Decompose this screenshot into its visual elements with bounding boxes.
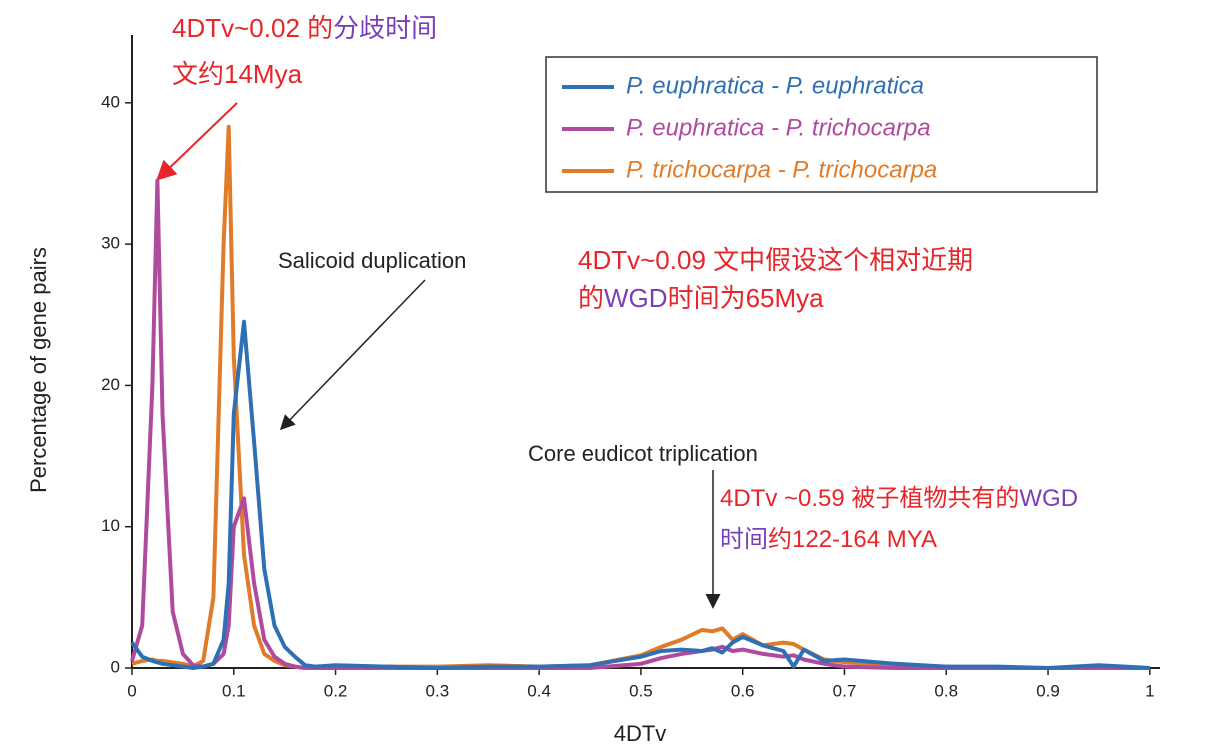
data-line — [130, 319, 1150, 670]
annotation: 时间约122-164 MYA — [720, 526, 937, 553]
x-tick-label: 0.6 — [731, 681, 755, 700]
x-tick-label: 0 — [127, 681, 136, 700]
data-line — [131, 124, 1150, 670]
legend-box — [545, 56, 1098, 193]
legend-label: P. euphratica - P. euphratica — [626, 72, 924, 99]
annotation-part: Salicoid duplication — [278, 248, 466, 273]
annotation-part: 分歧时间 — [333, 13, 437, 43]
annotation-part: 的 — [578, 283, 604, 313]
annotation-arrow — [279, 279, 426, 431]
annotation-part: 时间为65Mya — [668, 283, 825, 313]
y-tick-label: 30 — [101, 234, 120, 253]
y-tick-label: 0 — [111, 657, 120, 676]
annotation: 4DTv~0.02 的分歧时间 — [172, 13, 437, 43]
x-tick-label: 0.4 — [527, 681, 551, 700]
annotation-part: 时间 — [720, 526, 768, 553]
x-tick-label: 0.8 — [934, 681, 958, 700]
annotation-part: Core eudicot triplication — [528, 441, 758, 466]
x-tick-label: 0.9 — [1036, 681, 1060, 700]
annotation-part: WGD — [1019, 485, 1078, 512]
x-tick-label: 0.3 — [426, 681, 450, 700]
annotation-part: 4DTv~0.09 文中假设这个相对近期 — [578, 245, 973, 275]
x-tick-label: 0.7 — [833, 681, 857, 700]
annotation: 文约14Mya — [172, 59, 303, 89]
x-tick-label: 1 — [1145, 681, 1154, 700]
annotation: Salicoid duplication — [278, 248, 466, 273]
y-tick-label: 40 — [101, 92, 120, 111]
x-axis-label: 4DTv — [614, 721, 667, 746]
legend-label: P. euphratica - P. trichocarpa — [626, 114, 931, 141]
legend-label: P. trichocarpa - P. trichocarpa — [626, 156, 937, 183]
x-tick-label: 0.2 — [324, 681, 348, 700]
annotation: Core eudicot triplication — [528, 441, 758, 466]
annotation-part: 4DTv~0.02 的 — [172, 13, 333, 43]
annotation-part: 文约14Mya — [172, 59, 303, 89]
annotation-part: 约122-164 MYA — [768, 526, 937, 553]
y-axis-label: Percentage of gene pairs — [26, 247, 51, 493]
annotation: 的WGD时间为65Mya — [578, 283, 824, 313]
annotation-part: 4DTv ~0.59 被子植物共有的 — [720, 485, 1019, 512]
annotation: 4DTv ~0.59 被子植物共有的WGD — [720, 485, 1078, 512]
x-tick-label: 0.1 — [222, 681, 246, 700]
annotation-arrow — [156, 102, 238, 181]
y-tick-label: 10 — [101, 516, 120, 535]
y-tick-label: 20 — [101, 375, 120, 394]
annotation-part: WGD — [604, 283, 668, 313]
annotation: 4DTv~0.09 文中假设这个相对近期 — [578, 245, 973, 275]
x-tick-label: 0.5 — [629, 681, 653, 700]
